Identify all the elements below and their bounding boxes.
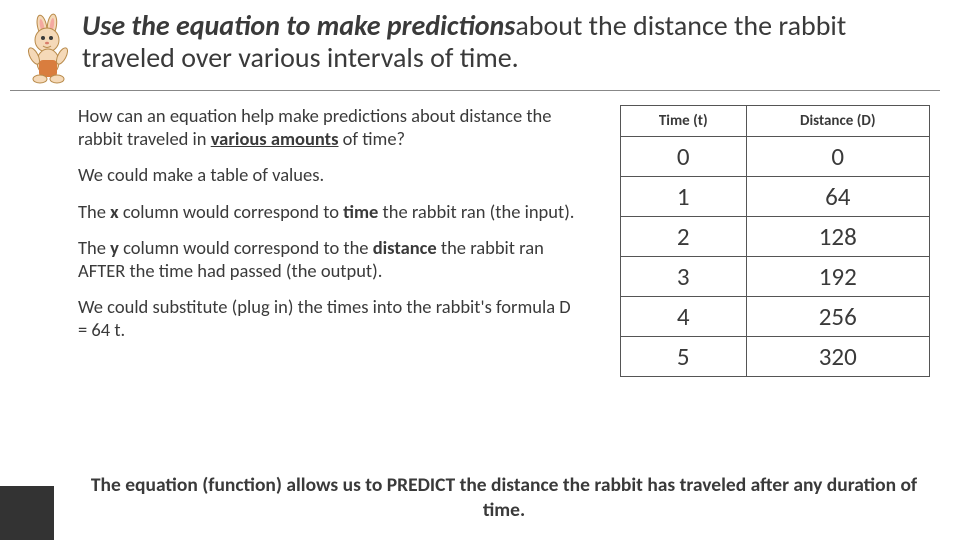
- table-row: 4256: [621, 297, 930, 337]
- rabbit-icon: [20, 12, 78, 84]
- title-emphasis: Use the equation to make predictions: [82, 8, 515, 43]
- table-row: 00: [621, 137, 930, 177]
- cell-distance: 0: [746, 137, 929, 177]
- paragraph-5: We could substitute (plug in) the times …: [78, 296, 580, 341]
- content-area: How can an equation help make prediction…: [0, 91, 960, 377]
- cell-distance: 192: [746, 257, 929, 297]
- th-time: Time (t): [621, 106, 747, 137]
- paragraph-1: How can an equation help make prediction…: [78, 105, 580, 150]
- cell-distance: 128: [746, 217, 929, 257]
- table-row: 2128: [621, 217, 930, 257]
- cell-distance: 320: [746, 337, 929, 377]
- slide-header: Use the equation to make predictionsabou…: [10, 0, 940, 91]
- cell-distance: 64: [746, 177, 929, 217]
- slide-title: Use the equation to make predictionsabou…: [82, 10, 920, 74]
- right-column: Time (t) Distance (D) 001642128319242565…: [620, 105, 930, 377]
- cell-time: 2: [621, 217, 747, 257]
- cell-distance: 256: [746, 297, 929, 337]
- cell-time: 4: [621, 297, 747, 337]
- paragraph-3: The x column would correspond to time th…: [78, 201, 580, 224]
- cell-time: 0: [621, 137, 747, 177]
- table-row: 5320: [621, 337, 930, 377]
- footer-text: The equation (function) allows us to PRE…: [78, 473, 930, 522]
- table-row: 3192: [621, 257, 930, 297]
- paragraph-4: The y column would correspond to the dis…: [78, 237, 580, 282]
- th-distance: Distance (D): [746, 106, 929, 137]
- paragraph-2: We could make a table of values.: [78, 164, 580, 187]
- cell-time: 3: [621, 257, 747, 297]
- data-table: Time (t) Distance (D) 001642128319242565…: [620, 105, 930, 377]
- corner-decoration: [0, 486, 54, 540]
- cell-time: 5: [621, 337, 747, 377]
- cell-time: 1: [621, 177, 747, 217]
- left-column: How can an equation help make prediction…: [78, 105, 580, 377]
- table-row: 164: [621, 177, 930, 217]
- table-header-row: Time (t) Distance (D): [621, 106, 930, 137]
